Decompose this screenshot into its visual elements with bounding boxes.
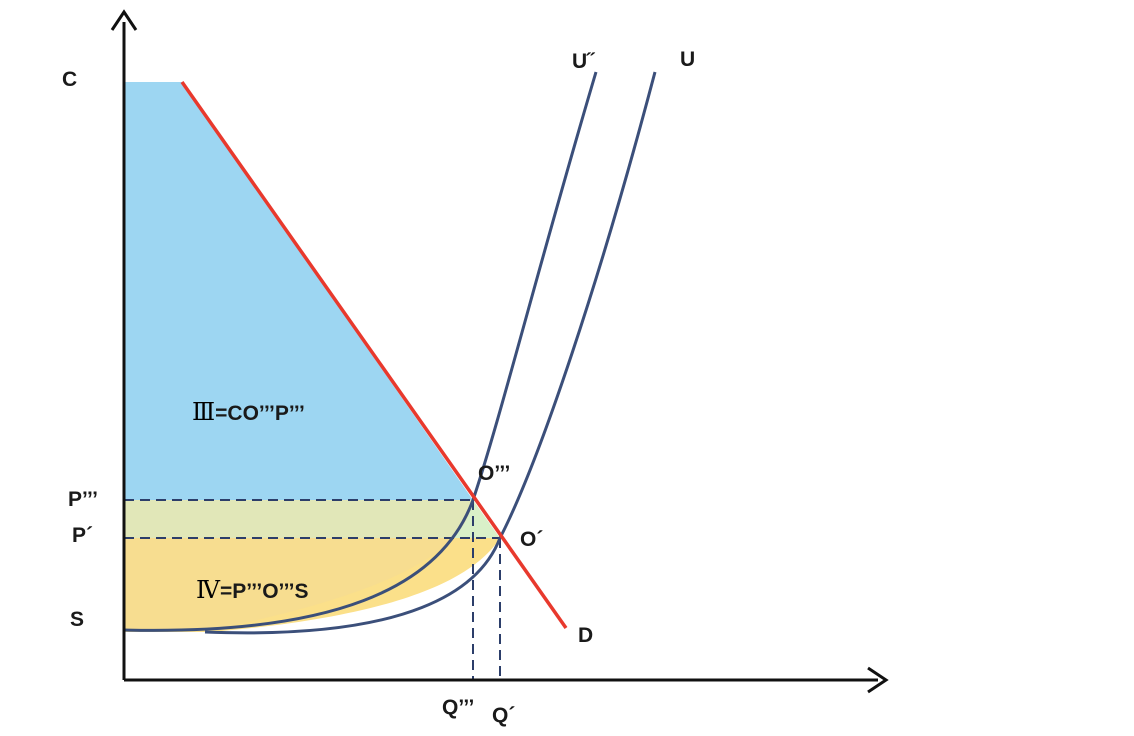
area-iii-text: =CO’’’P’’’ — [215, 402, 305, 425]
producer-overlay-area — [124, 500, 473, 630]
supply-curve-u — [204, 71, 657, 635]
o3-label: O’’’ — [478, 462, 510, 485]
o1-label: O´ — [520, 528, 543, 551]
guide-lines — [124, 499, 501, 680]
area-iii-numeral: Ⅲ — [192, 398, 215, 426]
area-iii-label: Ⅲ=CO’’’P’’’ — [192, 398, 305, 426]
axes — [110, 9, 889, 694]
p1-label: P´ — [72, 524, 93, 547]
demand-line — [180, 80, 568, 630]
s-label: S — [70, 608, 84, 631]
area-iv-numeral: Ⅳ — [196, 576, 221, 604]
y-axis-arrow — [110, 9, 138, 31]
area-iv-text: =P’’’O’’’S — [220, 580, 309, 603]
d-label: D — [578, 624, 593, 647]
producer-surplus-area — [124, 538, 500, 632]
area-iv-label: Ⅳ=P’’’O’’’S — [196, 576, 309, 604]
consumer-surplus-area — [124, 82, 473, 500]
c-label: C — [62, 68, 77, 91]
q1-label: Q´ — [492, 704, 515, 727]
x-axis-arrow — [867, 666, 889, 694]
p3-label: P’’’ — [68, 488, 98, 511]
u2-label: U˝ — [572, 50, 595, 73]
u-label: U — [680, 48, 695, 71]
middle-band-area — [124, 500, 500, 538]
q3-label: Q’’’ — [442, 696, 474, 719]
supply-curve-u2 — [123, 71, 598, 632]
